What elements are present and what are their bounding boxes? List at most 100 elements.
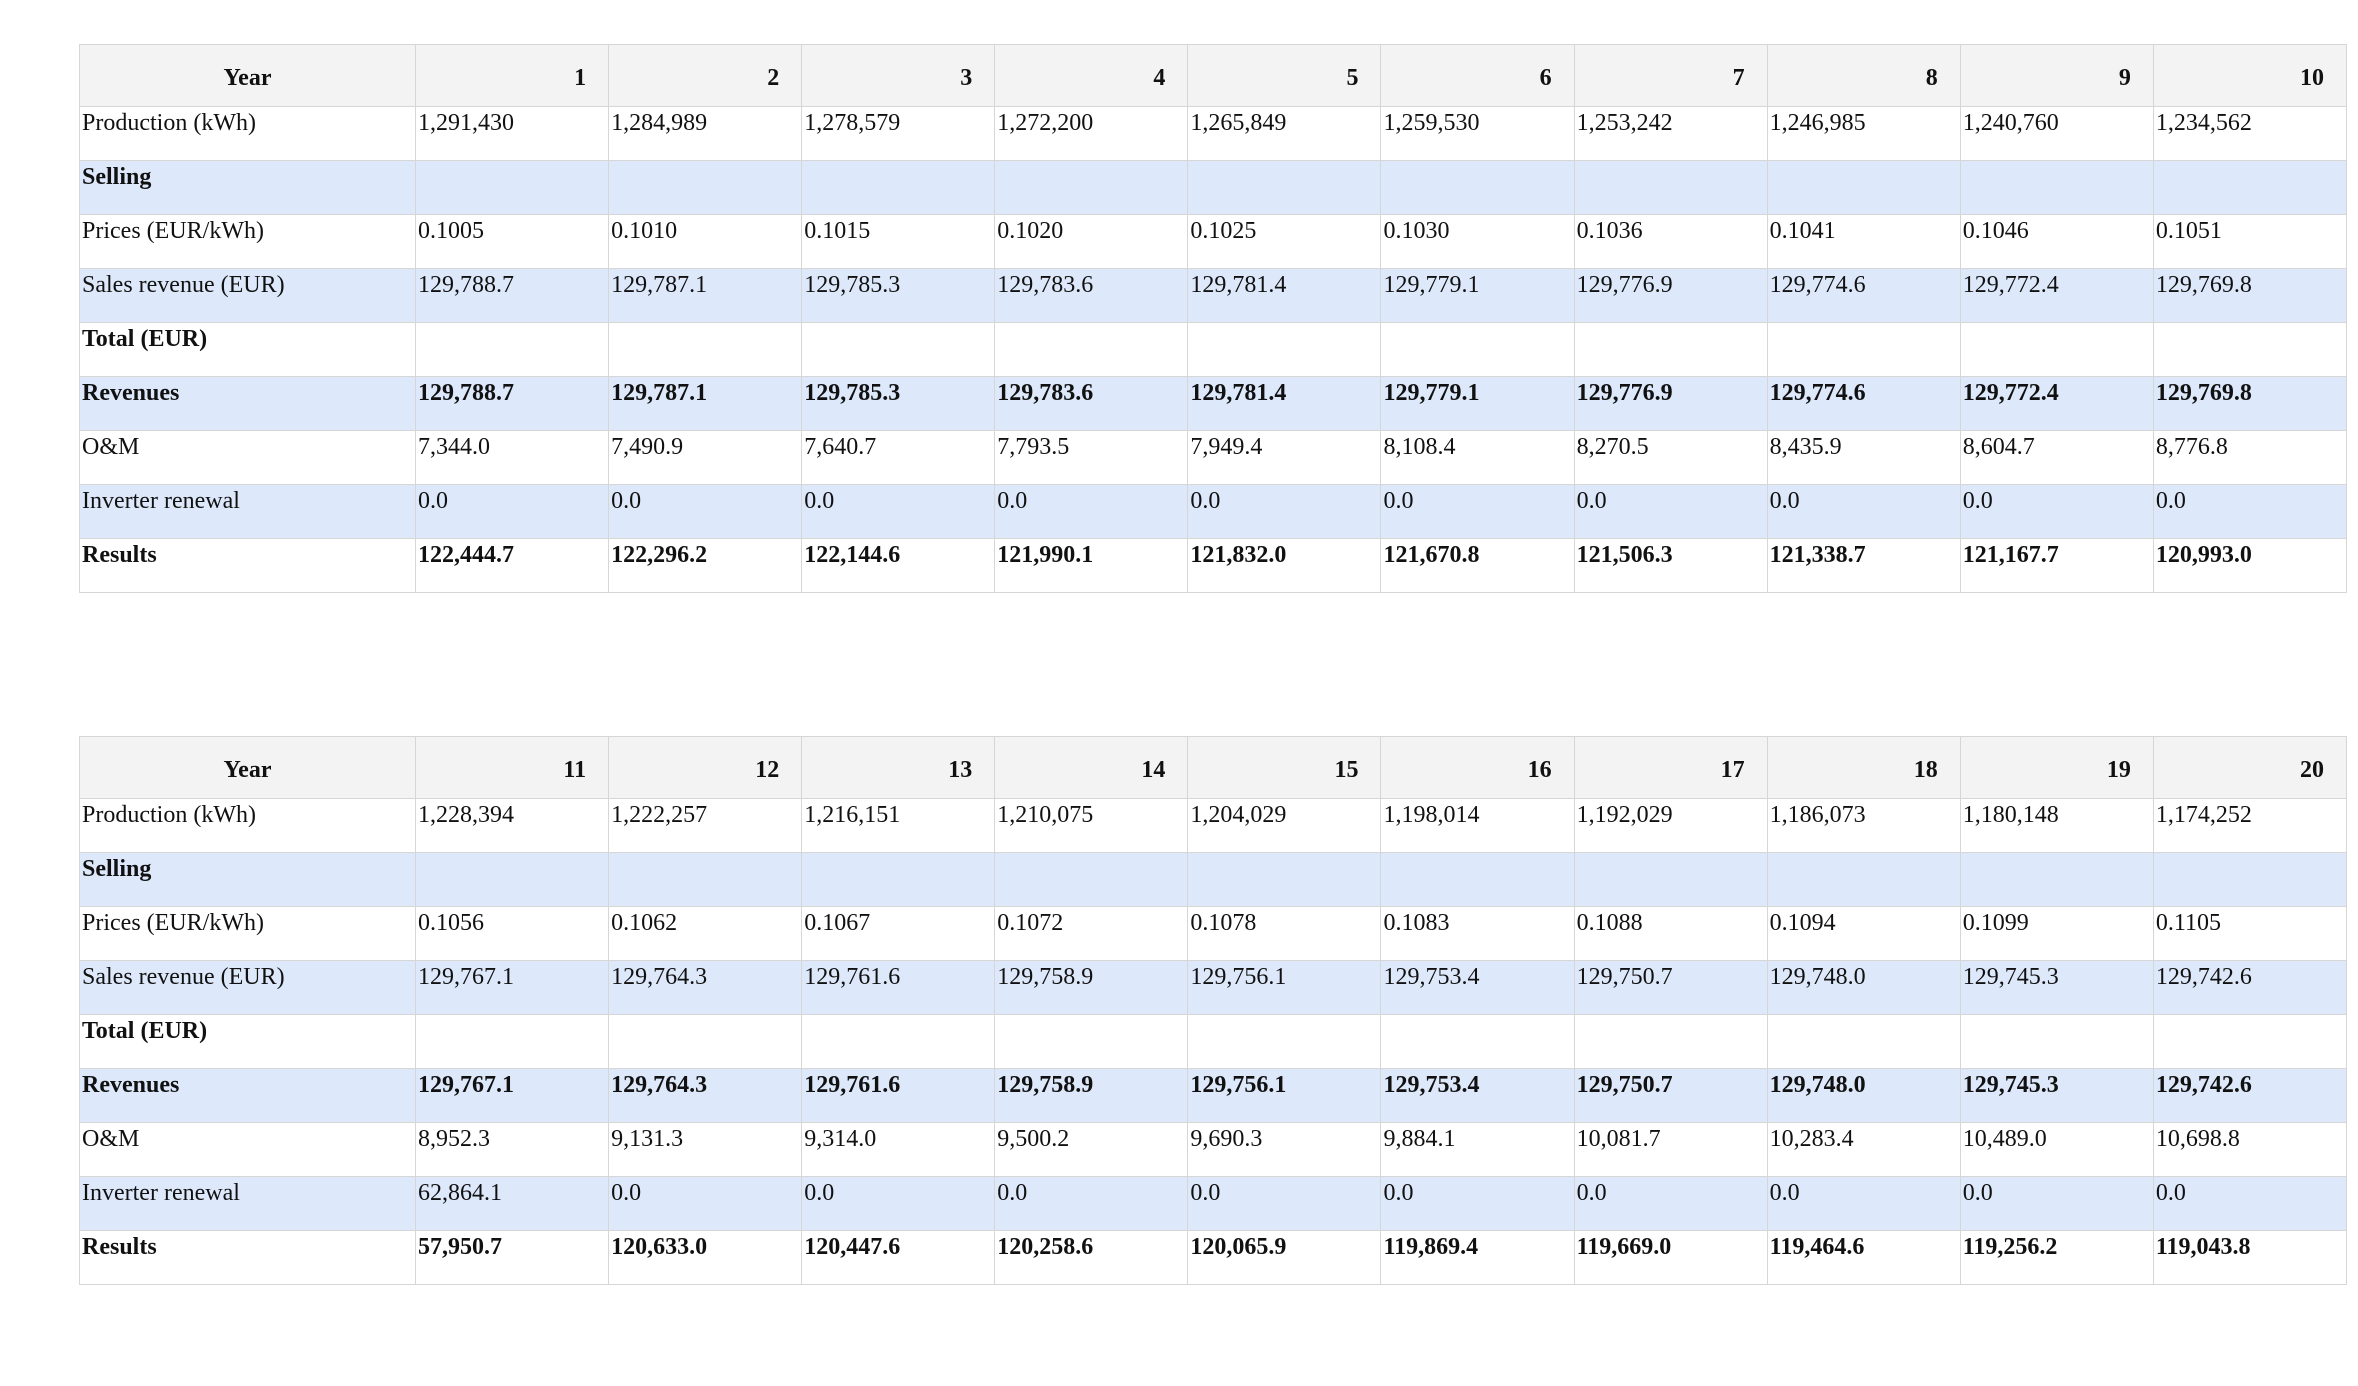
table-cell: 129,753.4 (1380, 1068, 1575, 1123)
table-row-production: Production (kWh) 1,291,430 1,284,989 1,2… (79, 106, 2347, 161)
row-label: Revenues (79, 1068, 416, 1123)
table-row-total: Total (EUR) (79, 1014, 2347, 1069)
table-cell: 120,447.6 (801, 1230, 996, 1285)
table-cell (1959, 160, 2154, 215)
table-cell (2152, 852, 2347, 907)
table-cell: 0.0 (608, 484, 803, 539)
table-cell: 1,204,029 (1187, 798, 1382, 853)
year-header: 14 (994, 736, 1189, 799)
table-row-om: O&M 7,344.0 7,490.9 7,640.7 7,793.5 7,94… (79, 430, 2347, 485)
table-cell (1959, 1014, 2154, 1069)
table-cell: 129,761.6 (801, 960, 996, 1015)
row-label: Sales revenue (EUR) (79, 960, 416, 1015)
table-cell: 122,144.6 (801, 538, 996, 593)
table-cell (1766, 852, 1961, 907)
table-cell: 0.0 (994, 1176, 1189, 1231)
year-header: 10 (2152, 44, 2347, 107)
table-cell: 0.0 (1573, 484, 1768, 539)
table-cell: 0.0 (1380, 1176, 1575, 1231)
table-cell: 129,756.1 (1187, 1068, 1382, 1123)
table-cell: 0.1094 (1766, 906, 1961, 961)
year-header: 5 (1187, 44, 1382, 107)
row-label: Production (kWh) (79, 798, 416, 853)
year-header: 8 (1766, 44, 1961, 107)
table-cell: 57,950.7 (414, 1230, 610, 1285)
table-row-om: O&M 8,952.3 9,131.3 9,314.0 9,500.2 9,69… (79, 1122, 2347, 1177)
table-cell (608, 322, 803, 377)
table-cell (1573, 322, 1768, 377)
table-cell: 10,698.8 (2152, 1122, 2347, 1177)
table-cell: 119,869.4 (1380, 1230, 1575, 1285)
table-cell (2152, 322, 2347, 377)
table-cell: 8,108.4 (1380, 430, 1575, 485)
table-cell: 129,788.7 (414, 268, 610, 323)
table-row-total: Total (EUR) (79, 322, 2347, 377)
table-cell: 0.0 (801, 484, 996, 539)
table-cell (1959, 852, 2154, 907)
table-cell: 0.1046 (1959, 214, 2154, 269)
table-cell: 129,781.4 (1187, 376, 1382, 431)
cash-flow-table-years-1-10: Year 1 2 3 4 5 6 7 8 9 10 Production (kW… (79, 44, 2347, 593)
year-header: 16 (1380, 736, 1575, 799)
table-cell: 119,669.0 (1573, 1230, 1768, 1285)
table-cell (608, 1014, 803, 1069)
table-cell: 129,756.1 (1187, 960, 1382, 1015)
table-cell: 0.1099 (1959, 906, 2154, 961)
year-header-label: Year (79, 44, 416, 107)
row-label: Prices (EUR/kWh) (79, 906, 416, 961)
table-cell: 8,270.5 (1573, 430, 1768, 485)
table-cell: 129,785.3 (801, 376, 996, 431)
table-cell: 7,793.5 (994, 430, 1189, 485)
table-cell: 120,065.9 (1187, 1230, 1382, 1285)
table-cell (2152, 160, 2347, 215)
table-cell: 129,742.6 (2152, 960, 2347, 1015)
table-cell: 129,772.4 (1959, 268, 2154, 323)
table-row-selling: Selling (79, 852, 2347, 907)
table-cell: 0.0 (1573, 1176, 1768, 1231)
table-cell: 0.1105 (2152, 906, 2347, 961)
row-label: Production (kWh) (79, 106, 416, 161)
row-label: Results (79, 538, 416, 593)
row-label: Total (EUR) (79, 322, 416, 377)
cash-flow-table-years-11-20: Year 11 12 13 14 15 16 17 18 19 20 Produ… (79, 736, 2347, 1285)
table-cell: 0.1051 (2152, 214, 2347, 269)
table-cell: 8,776.8 (2152, 430, 2347, 485)
table-cell: 129,783.6 (994, 376, 1189, 431)
table-cell: 0.1088 (1573, 906, 1768, 961)
table-cell: 0.1083 (1380, 906, 1575, 961)
table-cell: 1,222,257 (608, 798, 803, 853)
table-cell: 62,864.1 (414, 1176, 610, 1231)
table-cell: 1,174,252 (2152, 798, 2347, 853)
year-header: 11 (414, 736, 610, 799)
row-label: Selling (79, 852, 416, 907)
cash-flow-table: Year 1 2 3 4 5 6 7 8 9 10 Production (kW… (79, 44, 2347, 593)
table-cell: 129,776.9 (1573, 376, 1768, 431)
row-label: O&M (79, 430, 416, 485)
row-label: Prices (EUR/kWh) (79, 214, 416, 269)
header-row: Year 11 12 13 14 15 16 17 18 19 20 (79, 736, 2347, 799)
table-cell (1766, 322, 1961, 377)
table-cell (801, 1014, 996, 1069)
table-cell (1187, 322, 1382, 377)
table-cell: 129,764.3 (608, 960, 803, 1015)
year-header: 20 (2152, 736, 2347, 799)
table-cell: 0.0 (1187, 484, 1382, 539)
table-cell: 9,500.2 (994, 1122, 1189, 1177)
table-cell: 121,338.7 (1766, 538, 1961, 593)
table-cell: 0.1005 (414, 214, 610, 269)
table-cell: 1,253,242 (1573, 106, 1768, 161)
table-cell (1187, 160, 1382, 215)
table-cell: 129,769.8 (2152, 268, 2347, 323)
year-header: 4 (994, 44, 1189, 107)
table-cell: 129,788.7 (414, 376, 610, 431)
table-row-revenues: Revenues 129,767.1 129,764.3 129,761.6 1… (79, 1068, 2347, 1123)
table-cell: 129,748.0 (1766, 1068, 1961, 1123)
table-cell: 129,776.9 (1573, 268, 1768, 323)
table-cell: 129,758.9 (994, 960, 1189, 1015)
table-row-revenues: Revenues 129,788.7 129,787.1 129,785.3 1… (79, 376, 2347, 431)
table-cell: 10,081.7 (1573, 1122, 1768, 1177)
table-cell (994, 852, 1189, 907)
table-row-production: Production (kWh) 1,228,394 1,222,257 1,2… (79, 798, 2347, 853)
table-cell: 120,993.0 (2152, 538, 2347, 593)
table-cell: 0.1056 (414, 906, 610, 961)
